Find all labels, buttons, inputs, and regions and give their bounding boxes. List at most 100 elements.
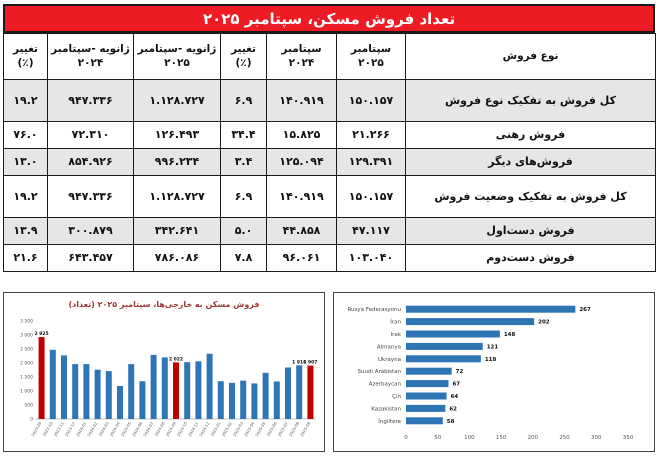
country-label: Ukrayna — [378, 357, 401, 363]
row-label: کل فروش به تفکیک نوع فروش — [405, 79, 656, 122]
housing-sales-table: نوع فروش سپتامبر ۲۰۲۵ سپتامبر ۲۰۲۴ تغییر… — [3, 33, 656, 272]
bar — [406, 318, 535, 326]
row-label: فروش رهنی — [405, 121, 656, 149]
bar-value-label: 58 — [447, 419, 455, 425]
country-label: Kazakistan — [371, 406, 401, 412]
bar — [128, 364, 135, 419]
table-cell: ۳۴.۴ — [220, 121, 267, 149]
bar-highlighted — [173, 362, 179, 419]
foreign-sales-monthly-chart-svg: فروش مسکن به خارجی‌ها، سپتامبر ۲۰۲۵ (تعد… — [20, 300, 317, 437]
table-cell: ۱۰۳.۰۴۰ — [336, 244, 406, 272]
table-cell: ۹۴۷.۳۳۶ — [47, 79, 134, 122]
table-cell: ۹۴۷.۳۳۶ — [47, 175, 134, 218]
table-row-first-hand-sales: فروش دست‌اول ۴۷.۱۱۷ ۴۴.۸۵۸ ۵.۰ ۳۴۲.۶۴۱ ۳… — [3, 217, 656, 245]
bar — [406, 330, 500, 338]
bar — [139, 381, 146, 419]
bar — [406, 380, 449, 388]
chart-title: فروش مسکن به خارجی‌ها، سپتامبر ۲۰۲۵ (تعد… — [69, 300, 260, 310]
y-axis-tick-label: 1 500 — [20, 375, 33, 381]
table-row-total-by-type: کل فروش به تفکیک نوع فروش ۱۵۰.۱۵۷ ۱۴۰.۹۱… — [3, 79, 656, 122]
bar-highlighted — [307, 365, 314, 419]
bar — [83, 364, 90, 419]
country-label: Çin — [392, 394, 401, 400]
row-label: فروش‌های دیگر — [405, 148, 656, 176]
table-cell: ۱۳.۹ — [3, 217, 48, 245]
table-row-mortgage-sales: فروش رهنی ۲۱.۲۶۶ ۱۵.۸۲۵ ۳۴.۴ ۱۲۶.۴۹۳ ۷۲.… — [3, 121, 656, 149]
x-axis-tick-label: 250 — [559, 435, 570, 441]
bar — [217, 381, 224, 419]
table-cell: ۵.۰ — [220, 217, 267, 245]
table-cell: ۱۴۰.۹۱۹ — [266, 79, 337, 122]
table-cell: ۹۶.۰۶۱ — [266, 244, 337, 272]
bar — [240, 380, 247, 419]
bar-value-label: 1 916 — [292, 359, 306, 365]
y-axis-tick-label: 1 000 — [20, 389, 33, 395]
y-axis-tick-label: 3 500 — [20, 319, 33, 325]
country-label: Rusya Federasyonu — [347, 307, 401, 313]
x-axis-tick-label: 100 — [464, 435, 475, 441]
table-cell: ۴۷.۱۱۷ — [336, 217, 406, 245]
bar — [161, 357, 168, 419]
report-title-bar: تعداد فروش مسکن، سپتامبر ۲۰۲۵ — [3, 4, 655, 33]
foreign-sales-monthly-chart: فروش مسکن به خارجی‌ها، سپتامبر ۲۰۲۵ (تعد… — [3, 292, 325, 452]
table-cell: ۱۵۰.۱۵۷ — [336, 175, 406, 218]
column-header-sep-2025: سپتامبر ۲۰۲۵ — [336, 33, 406, 80]
bar — [406, 392, 447, 400]
bar — [105, 371, 112, 419]
bar-value-label: 2 925 — [35, 331, 49, 337]
bar — [184, 362, 191, 419]
table-cell: ۱.۱۲۸.۷۲۷ — [133, 175, 221, 218]
y-axis-tick-label: 0 — [30, 417, 33, 423]
y-axis-tick-label: 3 000 — [20, 333, 33, 339]
column-header-change-1: تغییر (٪) — [220, 33, 267, 80]
table-cell: ۱۲۹.۳۹۱ — [336, 148, 406, 176]
bar — [206, 353, 213, 419]
bar — [251, 383, 258, 419]
bar — [285, 367, 291, 419]
table-cell: ۱۲۶.۴۹۳ — [133, 121, 221, 149]
bar — [72, 364, 79, 419]
table-cell: ۱۲۵.۰۹۴ — [266, 148, 337, 176]
bar-value-label: 121 — [487, 344, 499, 350]
bar — [406, 404, 446, 412]
bar-value-label: 2 022 — [169, 356, 183, 362]
bar — [406, 417, 443, 425]
x-axis-tick-label: 200 — [528, 435, 539, 441]
table-cell: ۷۸۶.۰۸۶ — [133, 244, 221, 272]
bar — [150, 354, 157, 419]
table-cell: ۴۴.۸۵۸ — [266, 217, 337, 245]
bar-value-label: 67 — [452, 382, 460, 388]
x-axis-tick-label: 300 — [591, 435, 602, 441]
table-cell: ۳۰۰.۸۷۹ — [47, 217, 134, 245]
table-row-other-sales: فروش‌های دیگر ۱۲۹.۳۹۱ ۱۲۵.۰۹۴ ۳.۴ ۹۹۶.۲۳… — [3, 148, 656, 176]
table-cell: ۱۵۰.۱۵۷ — [336, 79, 406, 122]
table-cell: ۷۶.۰ — [3, 121, 48, 149]
bar-value-label: 1 907 — [303, 360, 317, 366]
sales-by-nationality-chart-svg: Rusya Federasyonu 267 İran 202 Irak 148 Almany… — [347, 305, 634, 441]
country-label: Almanya — [377, 344, 401, 350]
x-axis-tick-label: 350 — [623, 435, 634, 441]
bar-value-label: 72 — [456, 369, 464, 375]
column-header-change-2: تغییر (٪) — [3, 33, 48, 80]
bar-value-label: 267 — [579, 307, 591, 313]
table-cell: ۷۲.۳۱۰ — [47, 121, 134, 149]
country-label: İran — [390, 319, 401, 326]
bar — [406, 355, 481, 363]
y-axis-tick-label: 2 500 — [20, 347, 33, 353]
sales-by-nationality-chart: Rusya Federasyonu 267 İran 202 Irak 148 Almany… — [333, 292, 655, 452]
country-label: Irak — [391, 332, 402, 338]
table-cell: ۱۵.۸۲۵ — [266, 121, 337, 149]
bar — [262, 372, 269, 419]
country-label: Suudi Arabistan — [357, 369, 401, 375]
bar-highlighted — [38, 337, 45, 419]
bar — [195, 361, 202, 419]
table-cell: ۳۴۲.۶۴۱ — [133, 217, 221, 245]
table-row-total-by-status: کل فروش به تفکیک وضعیت فروش ۱۵۰.۱۵۷ ۱۴۰.… — [3, 175, 656, 218]
country-label: Azerbaycan — [369, 382, 402, 388]
bar — [406, 342, 483, 350]
bar-value-label: 64 — [451, 394, 459, 400]
table-cell: ۱۳.۰ — [3, 148, 48, 176]
bar — [61, 355, 67, 419]
bar — [229, 382, 235, 419]
